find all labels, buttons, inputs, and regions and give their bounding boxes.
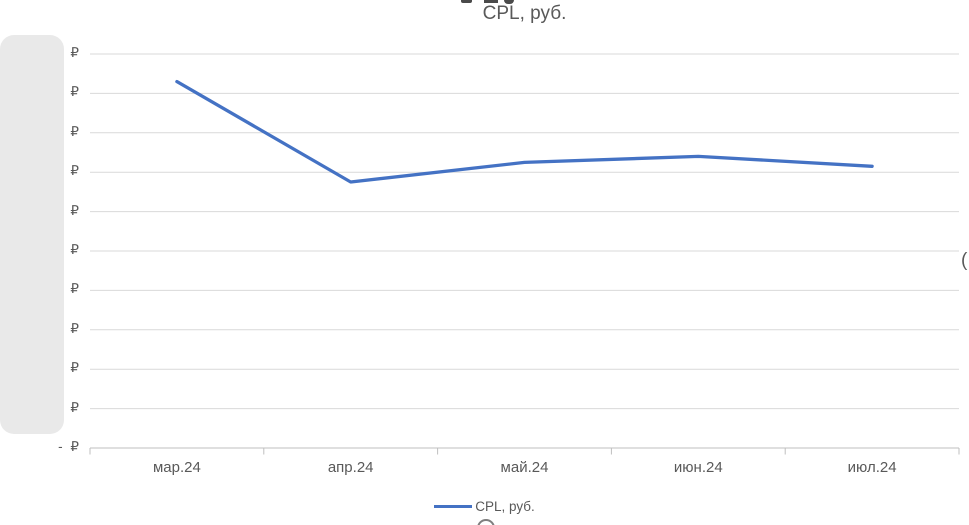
y-axis-tick-label: ₽ (70, 242, 79, 257)
overlay-box (0, 35, 64, 434)
y-axis-tick-label: ₽ (70, 45, 79, 60)
legend-label: CPL, руб. (475, 499, 535, 514)
clipped-text-right: ( (961, 250, 968, 271)
x-axis-tick-label: июл.24 (847, 459, 897, 476)
x-axis-tick-label: май.24 (500, 459, 549, 476)
y-axis-tick-label: ₽ (70, 360, 79, 376)
series-line-cpl (175, 79, 874, 184)
x-axis-tick-label: июн.24 (673, 459, 723, 476)
clipped-text-fragment (504, 0, 514, 4)
y-axis-tick-label: ₽ (70, 202, 79, 218)
clipped-text-fragment (461, 0, 472, 3)
y-axis-tick-label: - ₽ (58, 439, 79, 454)
chart-title: CPL, руб. (482, 3, 567, 24)
x-axis-tick-label: мар.24 (152, 459, 201, 476)
y-axis-tick-label: ₽ (70, 320, 79, 336)
x-axis-tick-label: апр.24 (327, 459, 374, 476)
y-axis-tick-label: ₽ (70, 84, 79, 100)
clipped-text-fragment (484, 0, 498, 3)
y-axis-tick-label: ₽ (70, 399, 79, 415)
y-axis-tick-label: ₽ (70, 163, 79, 179)
y-axis-tick-label: ₽ (70, 281, 79, 297)
legend-line-marker (434, 504, 473, 509)
y-axis-tick-label: ₽ (70, 123, 79, 139)
chart-legend: CPL, руб. (0, 499, 969, 514)
